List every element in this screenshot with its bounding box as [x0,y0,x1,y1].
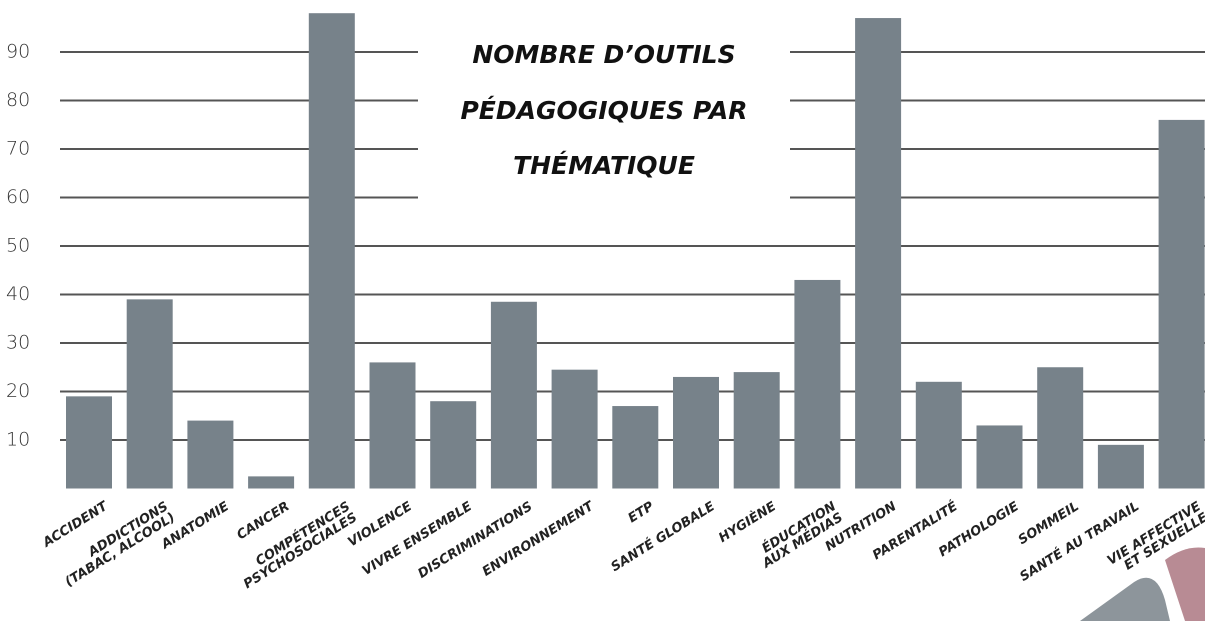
bar [309,13,355,488]
bar [66,396,112,488]
y-tick-label: 30 [6,332,30,354]
bar [855,18,901,488]
bar [248,476,294,488]
y-tick-label: 80 [6,89,30,111]
bar [1159,120,1205,489]
bar [673,377,719,489]
bar [794,280,840,489]
bar [977,425,1023,488]
chart-title: PÉDAGOGIQUES PAR [460,96,747,125]
bar [1037,367,1083,488]
chart-title: THÉMATIQUE [513,151,695,180]
bar [916,382,962,489]
y-tick-label: 50 [6,235,30,257]
bar [370,362,416,488]
bar [734,372,780,488]
bar [187,421,233,489]
bar [552,370,598,489]
bar [1098,445,1144,489]
y-tick-label: 40 [6,283,30,305]
y-tick-label: 70 [6,138,30,160]
bar [127,299,173,488]
chart: 10 20 30 40 50 60 70 80 90 NOMBRE D’OUTILS PÉDAG… [0,0,1205,621]
bar [491,302,537,489]
y-tick-label: 60 [6,186,30,208]
bar [612,406,658,488]
y-tick-label: 90 [6,41,30,63]
bar [430,401,476,488]
decoration [1080,578,1170,621]
chart-title: NOMBRE D’OUTILS [472,40,735,69]
y-tick-label: 10 [6,429,30,451]
y-tick-label: 20 [6,380,30,402]
decoration [1165,548,1205,621]
